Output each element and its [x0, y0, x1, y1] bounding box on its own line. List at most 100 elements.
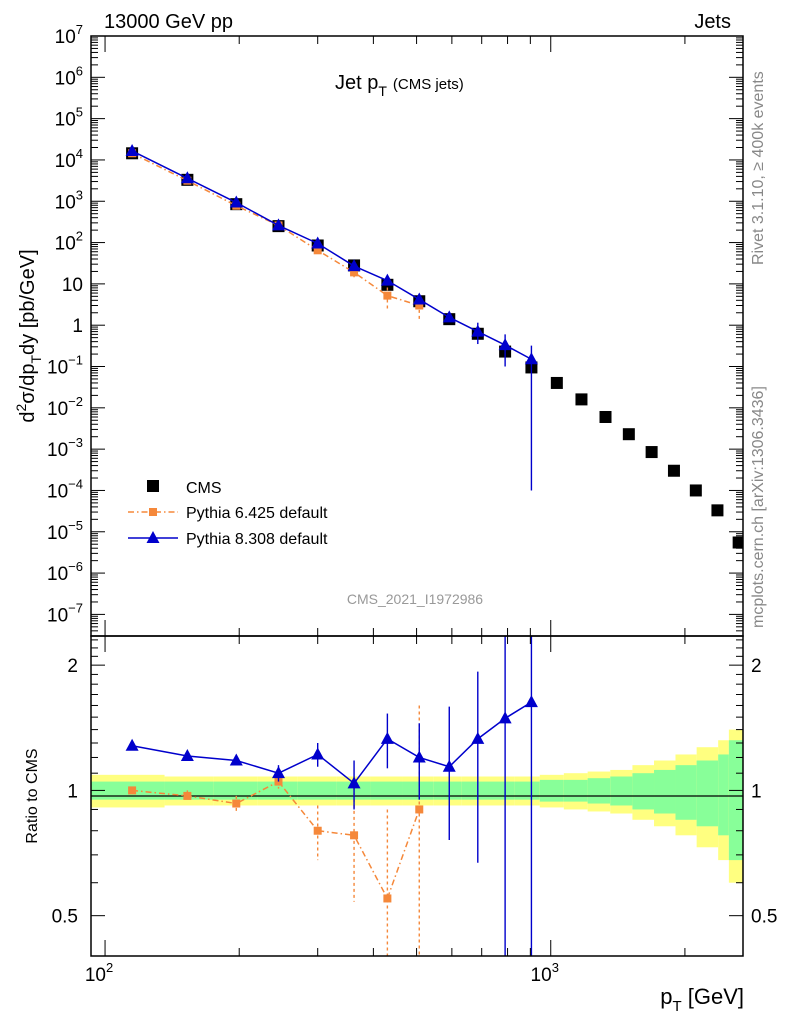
- x-tick-label: 102: [85, 960, 113, 986]
- main-marker-cms: [575, 393, 588, 406]
- main-marker-pythia8: [498, 338, 512, 351]
- ratio-plot-frame: [90, 635, 744, 957]
- main-marker-pythia6: [350, 268, 359, 277]
- ratio-line-pythia6: [132, 780, 420, 901]
- header-left: 13000 GeV pp: [104, 11, 233, 33]
- legend-marker-pythia8: [146, 531, 160, 543]
- ratio-y-tick-label: 2: [67, 656, 78, 677]
- ratio-y-tick-label-right: 2: [751, 656, 762, 677]
- main-y-axis-label: d2σ/dpTdy [pb/GeV]: [13, 249, 44, 422]
- legend: CMS Pythia 6.425 default Pythia 8.308 de…: [128, 480, 328, 548]
- y-tick-label: 10: [62, 275, 83, 296]
- y-tick-label: 10−1: [47, 353, 83, 379]
- legend-label-pythia8: Pythia 8.308 default: [186, 531, 328, 548]
- main-marker-pythia8: [442, 310, 456, 323]
- band-inner-segment: [91, 781, 165, 800]
- ratio-marker-pythia8: [180, 748, 194, 761]
- rivet-label: Rivet 3.1.10, ≥ 400k events: [750, 71, 767, 265]
- legend-label-cms: CMS: [186, 480, 222, 497]
- y-tick-label: 106: [55, 63, 83, 89]
- header-right: Jets: [694, 11, 731, 33]
- band-inner-segment: [257, 781, 298, 800]
- legend-entry-cms: CMS: [147, 480, 222, 497]
- main-title: Jet pT (CMS jets): [335, 72, 464, 99]
- y-tick-label: 10−4: [47, 476, 83, 502]
- ratio-marker-pythia6: [183, 791, 192, 800]
- main-plot-data: [125, 143, 743, 549]
- ratio-marker-pythia8: [271, 766, 285, 779]
- y-tick-label: 10−7: [47, 600, 83, 626]
- ratio-marker-pythia8: [442, 759, 456, 772]
- band-inner-segment: [654, 769, 676, 814]
- band-inner-segment: [539, 779, 564, 802]
- main-marker-pythia8: [125, 143, 139, 156]
- main-marker-pythia8: [380, 273, 394, 286]
- main-marker-cms: [732, 536, 743, 549]
- y-tick-label: 1: [72, 316, 83, 337]
- band-inner-segment: [213, 781, 258, 800]
- main-marker-cms: [599, 410, 612, 423]
- ratio-marker-pythia6: [232, 799, 241, 808]
- ratio-marker-pythia8: [229, 753, 243, 766]
- y-tick-label: 102: [55, 229, 83, 255]
- legend-marker-pythia6: [149, 508, 157, 516]
- legend-label-pythia6: Pythia 6.425 default: [186, 505, 328, 522]
- ratio-marker-pythia8: [524, 695, 538, 708]
- band-inner-segment: [675, 765, 697, 820]
- y-tick-label: 10−6: [47, 559, 83, 585]
- band-inner-segment: [587, 778, 611, 804]
- ratio-marker-pythia8: [471, 731, 485, 744]
- main-marker-pythia8: [180, 171, 194, 184]
- ratio-marker-pythia6: [415, 805, 424, 814]
- band-inner-segment: [610, 776, 633, 806]
- mcplots-label: mcplots.cern.ch [arXiv:1306.3436]: [750, 386, 767, 628]
- y-tick-label: 107: [55, 22, 83, 48]
- legend-entry-pythia8: Pythia 8.308 default: [128, 531, 328, 548]
- y-tick-label: 105: [55, 105, 83, 131]
- main-marker-cms: [667, 464, 680, 477]
- y-tick-label: 103: [55, 187, 83, 213]
- ratio-marker-pythia8: [311, 747, 325, 760]
- main-marker-cms: [622, 428, 635, 441]
- ratio-y-tick-label-right: 1: [751, 781, 762, 802]
- ratio-y-tick-label: 0.5: [52, 907, 78, 928]
- ratio-marker-pythia8: [380, 731, 394, 744]
- ratio-y-tick-label-right: 0.5: [751, 907, 777, 928]
- band-inner-segment: [632, 773, 655, 810]
- y-tick-label: 104: [55, 146, 83, 172]
- ratio-marker-pythia8: [347, 776, 361, 789]
- band-inner-segment: [514, 781, 540, 800]
- main-title-text: Jet p: [335, 72, 378, 94]
- main-marker-pythia8: [412, 292, 426, 305]
- ratio-y-axis-label: Ratio to CMS: [24, 748, 41, 843]
- band-inner-segment: [461, 781, 489, 800]
- ratio-marker-pythia6: [313, 826, 322, 835]
- band-inner-segment: [728, 740, 743, 861]
- main-marker-cms: [689, 484, 702, 497]
- band-inner-segment: [433, 781, 462, 800]
- main-marker-cms: [711, 504, 724, 517]
- main-marker-pythia8: [311, 236, 325, 249]
- ratio-marker-pythia8: [125, 738, 139, 751]
- analysis-watermark: CMS_2021_I1972986: [347, 591, 483, 607]
- main-marker-cms: [645, 446, 658, 459]
- band-inner-segment: [370, 781, 403, 800]
- ratio-marker-pythia6: [128, 786, 137, 795]
- ratio-marker-pythia8: [412, 750, 426, 763]
- ratio-line-pythia8: [131, 701, 532, 785]
- ratio-marker-pythia6: [383, 894, 392, 903]
- x-tick-label: 103: [531, 960, 559, 986]
- ratio-y-tick-label: 1: [67, 781, 78, 802]
- band-inner-segment: [297, 781, 337, 800]
- main-title-subscript: T: [378, 83, 387, 99]
- ratio-plot-data: [125, 636, 538, 956]
- axis-ticks: 10710610510410310210110−110−210−310−410−…: [47, 22, 777, 986]
- ratio-marker-pythia6: [350, 831, 359, 840]
- band-inner-segment: [696, 760, 719, 827]
- band-inner-segment: [488, 781, 515, 800]
- legend-marker-cms: [147, 480, 159, 492]
- band-inner-segment: [718, 754, 729, 836]
- main-marker-pythia6: [313, 246, 322, 255]
- ratio-marker-pythia8: [498, 711, 512, 724]
